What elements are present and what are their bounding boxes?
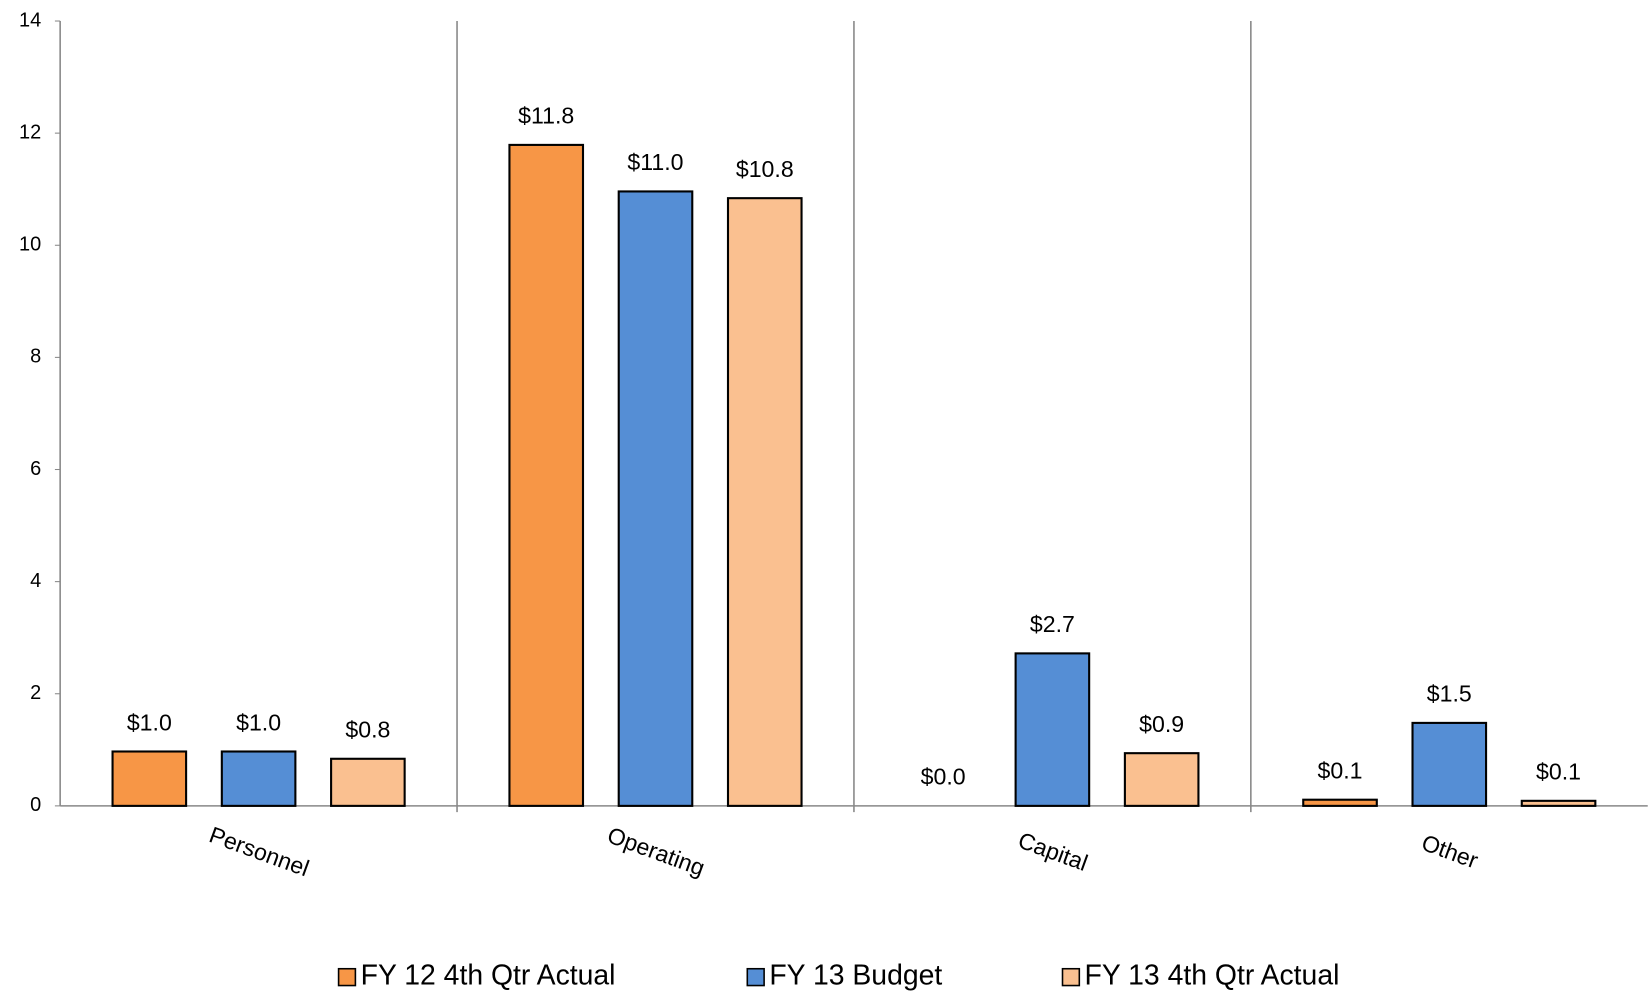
bar [220,750,297,807]
y-tick-label: 2 [30,682,41,704]
bar [1123,752,1200,807]
data-label: $0.0 [921,764,966,790]
y-tick-label: 0 [30,794,41,816]
legend-swatch [337,967,357,987]
data-label: $0.8 [345,717,390,743]
bar [1520,799,1597,807]
data-label: $0.1 [1318,758,1363,784]
x-tick-label: Personnel [206,821,313,881]
bar [1014,652,1091,807]
y-tick-label: 4 [30,570,41,592]
bar [330,757,406,807]
bar [617,190,694,807]
bar [508,143,585,807]
x-tick-label: Other [1418,829,1481,873]
y-tick-label: 8 [30,346,41,368]
data-label: $0.9 [1139,711,1184,737]
data-label: $1.0 [236,709,281,735]
legend-swatch [746,967,765,987]
x-tick-label: Operating [604,822,708,881]
legend-label: FY 13 Budget [769,960,942,992]
data-label: $10.8 [736,156,794,182]
bar [1302,798,1378,807]
data-label: $11.8 [518,103,574,129]
bar [111,750,188,807]
y-tick-label: 12 [19,121,41,143]
data-label: $1.0 [127,709,172,735]
data-label: $11.0 [627,149,683,175]
legend-label: FY 13 4th Qtr Actual [1085,960,1340,992]
y-tick-label: 6 [30,458,41,480]
y-tick-label: 10 [19,234,41,256]
data-label: $2.7 [1030,611,1075,637]
bar [1411,721,1488,807]
data-label: $0.1 [1536,759,1581,785]
bar [726,197,803,807]
y-tick-label: 14 [19,9,41,31]
legend-label: FY 12 4th Qtr Actual [361,960,616,992]
data-label: $1.5 [1427,681,1472,707]
x-tick-label: Capital [1015,827,1091,876]
legend-swatch [1061,967,1081,987]
